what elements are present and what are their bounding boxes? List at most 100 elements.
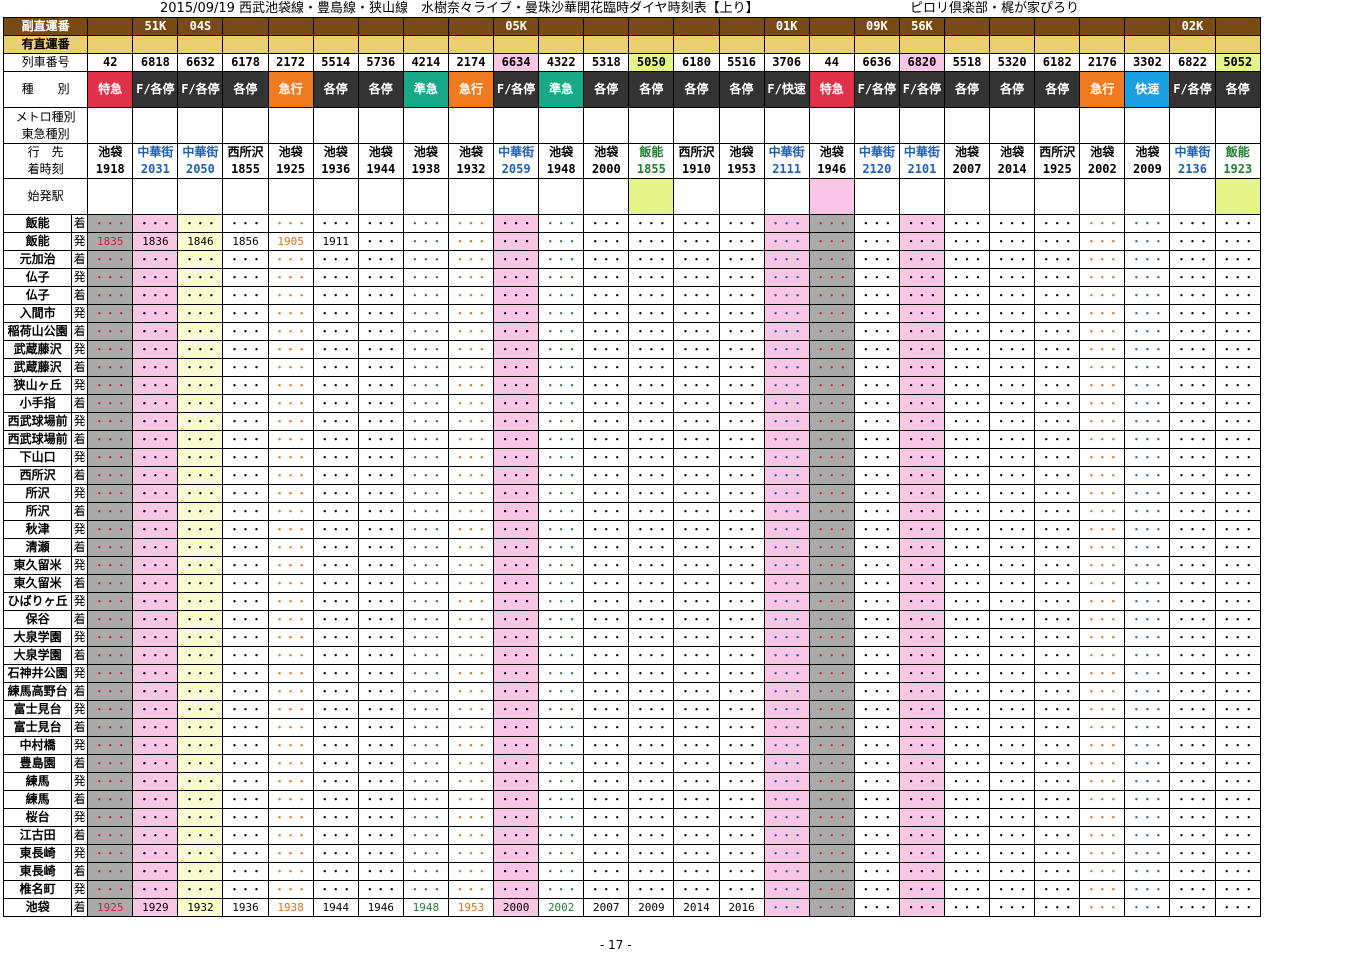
- time-cell: ・・・: [718, 862, 765, 881]
- time-cell: ・・・: [718, 214, 765, 233]
- time-cell: ・・・: [989, 232, 1036, 251]
- time-cell: ・・・: [628, 628, 675, 647]
- train-number: 42: [87, 53, 134, 72]
- time-cell: ・・・: [267, 646, 314, 665]
- time-cell: ・・・: [1214, 340, 1262, 359]
- label-shubetsu: 種 別: [2, 71, 89, 108]
- time-cell: ・・・: [763, 286, 810, 305]
- time-cell: ・・・: [538, 412, 585, 431]
- time-cell: ・・・: [673, 556, 720, 575]
- time-cell: ・・・: [583, 268, 630, 287]
- train-type: F/各停: [177, 71, 224, 108]
- yu-cell: [1169, 35, 1216, 54]
- time-cell: ・・・: [402, 484, 449, 503]
- yu-cell: [1079, 35, 1126, 54]
- time-cell: ・・・: [853, 376, 900, 395]
- time-cell: ・・・: [267, 610, 314, 629]
- time-cell: ・・・: [1124, 844, 1171, 863]
- sub-type-cell: [943, 107, 991, 144]
- time-cell: ・・・: [583, 628, 630, 647]
- time-cell: ・・・: [673, 250, 720, 269]
- time-cell: ・・・: [538, 574, 585, 593]
- time-cell: ・・・: [538, 736, 585, 755]
- sub-type-cell: [853, 107, 900, 144]
- time-cell: ・・・: [1169, 754, 1216, 773]
- time-cell: ・・・: [763, 556, 810, 575]
- time-cell: ・・・: [447, 322, 495, 341]
- time-cell: ・・・: [1034, 682, 1081, 701]
- train-number: 4214: [402, 53, 449, 72]
- time-cell: ・・・: [628, 646, 675, 665]
- time-cell: ・・・: [1124, 250, 1171, 269]
- time-cell: ・・・: [267, 754, 314, 773]
- yu-cell: [943, 35, 991, 54]
- destination: 中華街 2120: [853, 143, 900, 179]
- time-cell: ・・・: [87, 880, 134, 899]
- time-cell: ・・・: [898, 412, 945, 431]
- time-cell: ・・・: [763, 826, 810, 845]
- time-cell: ・・・: [222, 394, 269, 413]
- time-cell: ・・・: [1124, 664, 1171, 683]
- time-cell: ・・・: [132, 448, 179, 467]
- sub-type-cell: [538, 107, 585, 144]
- time-cell: ・・・: [628, 340, 675, 359]
- time-cell: ・・・: [943, 574, 991, 593]
- time-cell: ・・・: [1214, 214, 1262, 233]
- time-cell: ・・・: [177, 520, 224, 539]
- time-cell: ・・・: [763, 844, 810, 863]
- time-cell: ・・・: [989, 304, 1036, 323]
- time-cell: ・・・: [312, 376, 359, 395]
- time-cell: ・・・: [628, 808, 675, 827]
- origin-cell: [989, 178, 1036, 215]
- time-cell: ・・・: [898, 376, 945, 395]
- time-cell: ・・・: [1214, 250, 1262, 269]
- time-cell: ・・・: [1214, 736, 1262, 755]
- dest-name: 中華街: [1174, 145, 1211, 159]
- time-cell: ・・・: [718, 538, 765, 557]
- time-cell: ・・・: [583, 790, 630, 809]
- time-cell: ・・・: [989, 880, 1036, 899]
- time-cell: ・・・: [267, 376, 314, 395]
- time-cell: ・・・: [267, 556, 314, 575]
- time-cell: ・・・: [628, 466, 675, 485]
- time-cell: ・・・: [1034, 628, 1081, 647]
- time-cell: ・・・: [943, 340, 991, 359]
- time-cell: ・・・: [1214, 898, 1262, 917]
- time-cell: ・・・: [1124, 826, 1171, 845]
- origin-cell: [1034, 178, 1081, 215]
- time-cell: ・・・: [447, 232, 495, 251]
- train-type: F/各停: [853, 71, 900, 108]
- time-cell: ・・・: [447, 610, 495, 629]
- time-cell: ・・・: [132, 250, 179, 269]
- time-cell: ・・・: [538, 448, 585, 467]
- time-cell: ・・・: [718, 682, 765, 701]
- time-cell: ・・・: [808, 394, 855, 413]
- time-cell: ・・・: [132, 376, 179, 395]
- time-cell: ・・・: [1079, 700, 1126, 719]
- time-cell: ・・・: [763, 232, 810, 251]
- time-cell: ・・・: [132, 772, 179, 791]
- time-cell: ・・・: [177, 772, 224, 791]
- time-cell: ・・・: [853, 754, 900, 773]
- time-cell: ・・・: [1034, 538, 1081, 557]
- time-cell: ・・・: [177, 268, 224, 287]
- time-cell: ・・・: [267, 682, 314, 701]
- time-cell: ・・・: [628, 862, 675, 881]
- time-cell: ・・・: [1214, 754, 1262, 773]
- time-cell: ・・・: [943, 268, 991, 287]
- time-cell: ・・・: [357, 862, 404, 881]
- sub-type-cell: [989, 107, 1036, 144]
- arr-dep-mark: 着: [71, 538, 89, 557]
- time-cell: ・・・: [402, 826, 449, 845]
- time-cell: ・・・: [718, 466, 765, 485]
- time-cell: ・・・: [989, 898, 1036, 917]
- time-cell: ・・・: [87, 430, 134, 449]
- time-cell: ・・・: [312, 484, 359, 503]
- time-cell: ・・・: [673, 304, 720, 323]
- time-cell: ・・・: [673, 772, 720, 791]
- yu-cell: [267, 35, 314, 54]
- time-cell: ・・・: [673, 466, 720, 485]
- time-cell: ・・・: [222, 592, 269, 611]
- sub-type-cell: [1214, 107, 1262, 144]
- time-cell: ・・・: [1214, 880, 1262, 899]
